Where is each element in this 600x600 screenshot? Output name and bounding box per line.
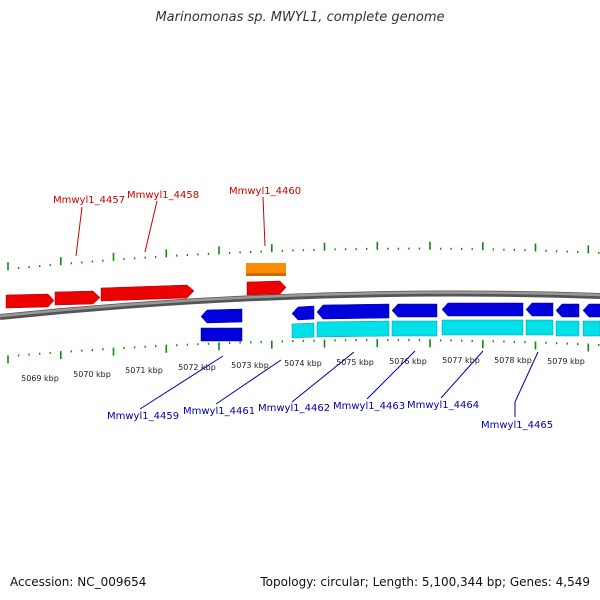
kbp-label: 5069 kbp [21,374,59,383]
kbp-label: 5074 kbp [284,359,322,368]
leader-line-4465-b [514,351,539,403]
leader-line-4462 [291,351,355,403]
gene-label-4459[interactable]: Mmwyl1_4459 [107,411,179,422]
gene-mmwyl1-4459[interactable] [200,308,243,324]
gene-mmwyl1-4465[interactable] [441,302,524,317]
kbp-label: 5070 kbp [73,370,111,379]
rna-feature-shadow [246,273,286,276]
bottom-tick-track [7,339,600,364]
gene-label-4465[interactable]: Mmwyl1_4465 [481,420,553,431]
cds-4468[interactable] [582,320,600,337]
map-title: Marinomonas sp. MWYL1, complete genome [155,10,445,25]
genome-summary-text: Topology: circular; Length: 5,100,344 bp… [260,575,590,589]
gene-label-4464[interactable]: Mmwyl1_4464 [407,400,479,411]
kbp-label: 5077 kbp [442,356,480,365]
gene-label-4457[interactable]: Mmwyl1_4457 [53,195,125,206]
kbp-label: 5079 kbp [547,357,585,366]
cds-4464[interactable] [391,320,438,337]
reverse-gene-labels: Mmwyl1_4459 Mmwyl1_4461 Mmwyl1_4462 Mmwy… [107,400,553,431]
accession-text: Accession: NC_009654 [10,575,147,589]
gene-mmwyl1-4458[interactable] [100,284,195,302]
gene-label-4460[interactable]: Mmwyl1_4460 [229,186,301,197]
cds-4463[interactable] [316,320,390,338]
kbp-label: 5076 kbp [389,357,427,366]
rna-feature-4460[interactable] [246,263,286,275]
forward-leader-lines [75,196,266,257]
scale-labels: 5069 kbp 5070 kbp 5071 kbp 5072 kbp 5073… [21,356,585,383]
kbp-label: 5078 kbp [494,356,532,365]
kbp-label: 5075 kbp [336,358,374,367]
cds-4466[interactable] [525,319,554,336]
gene-label-4461[interactable]: Mmwyl1_4461 [183,406,255,417]
cds-4462[interactable] [291,322,315,339]
gene-label-4462[interactable]: Mmwyl1_4462 [258,403,330,414]
top-tick-track [7,241,600,271]
gene-mmwyl1-4462[interactable] [291,305,315,321]
leader-line-4460 [262,196,266,247]
forward-gene-labels: Mmwyl1_4457 Mmwyl1_4458 Mmwyl1_4460 [53,186,301,206]
leader-line-4459 [139,355,224,410]
leader-line-4458 [144,200,158,253]
gene-mmwyl1-4460[interactable] [246,280,287,296]
gene-label-4463[interactable]: Mmwyl1_4463 [333,401,405,412]
cds-4465[interactable] [441,319,524,336]
leader-line-4464 [440,350,484,399]
cds-4467[interactable] [555,320,580,337]
leader-line-4457 [75,206,83,257]
gene-mmwyl1-4457[interactable] [54,290,101,306]
gene-mmwyl1-4463[interactable] [316,303,390,320]
forward-genes [5,263,287,309]
leader-line-4463 [366,350,416,400]
kbp-label: 5072 kbp [178,363,216,372]
gene-mmwyl1-4467[interactable] [555,303,580,318]
kbp-label: 5073 kbp [231,361,269,370]
reverse-leader-lines [139,350,539,417]
genome-backbone-highlight [0,291,600,318]
gene-label-4458[interactable]: Mmwyl1_4458 [127,190,199,201]
leader-line-4461 [215,359,282,405]
gene-mmwyl1-4456[interactable] [5,293,55,309]
reverse-genes [200,302,600,342]
cds-features [291,319,600,339]
gene-mmwyl1-4468[interactable] [582,303,600,318]
gene-mmwyl1-4466[interactable] [525,302,554,317]
gene-mmwyl1-4461[interactable] [200,327,243,342]
gene-mmwyl1-4464[interactable] [391,303,438,318]
kbp-label: 5071 kbp [125,366,163,375]
